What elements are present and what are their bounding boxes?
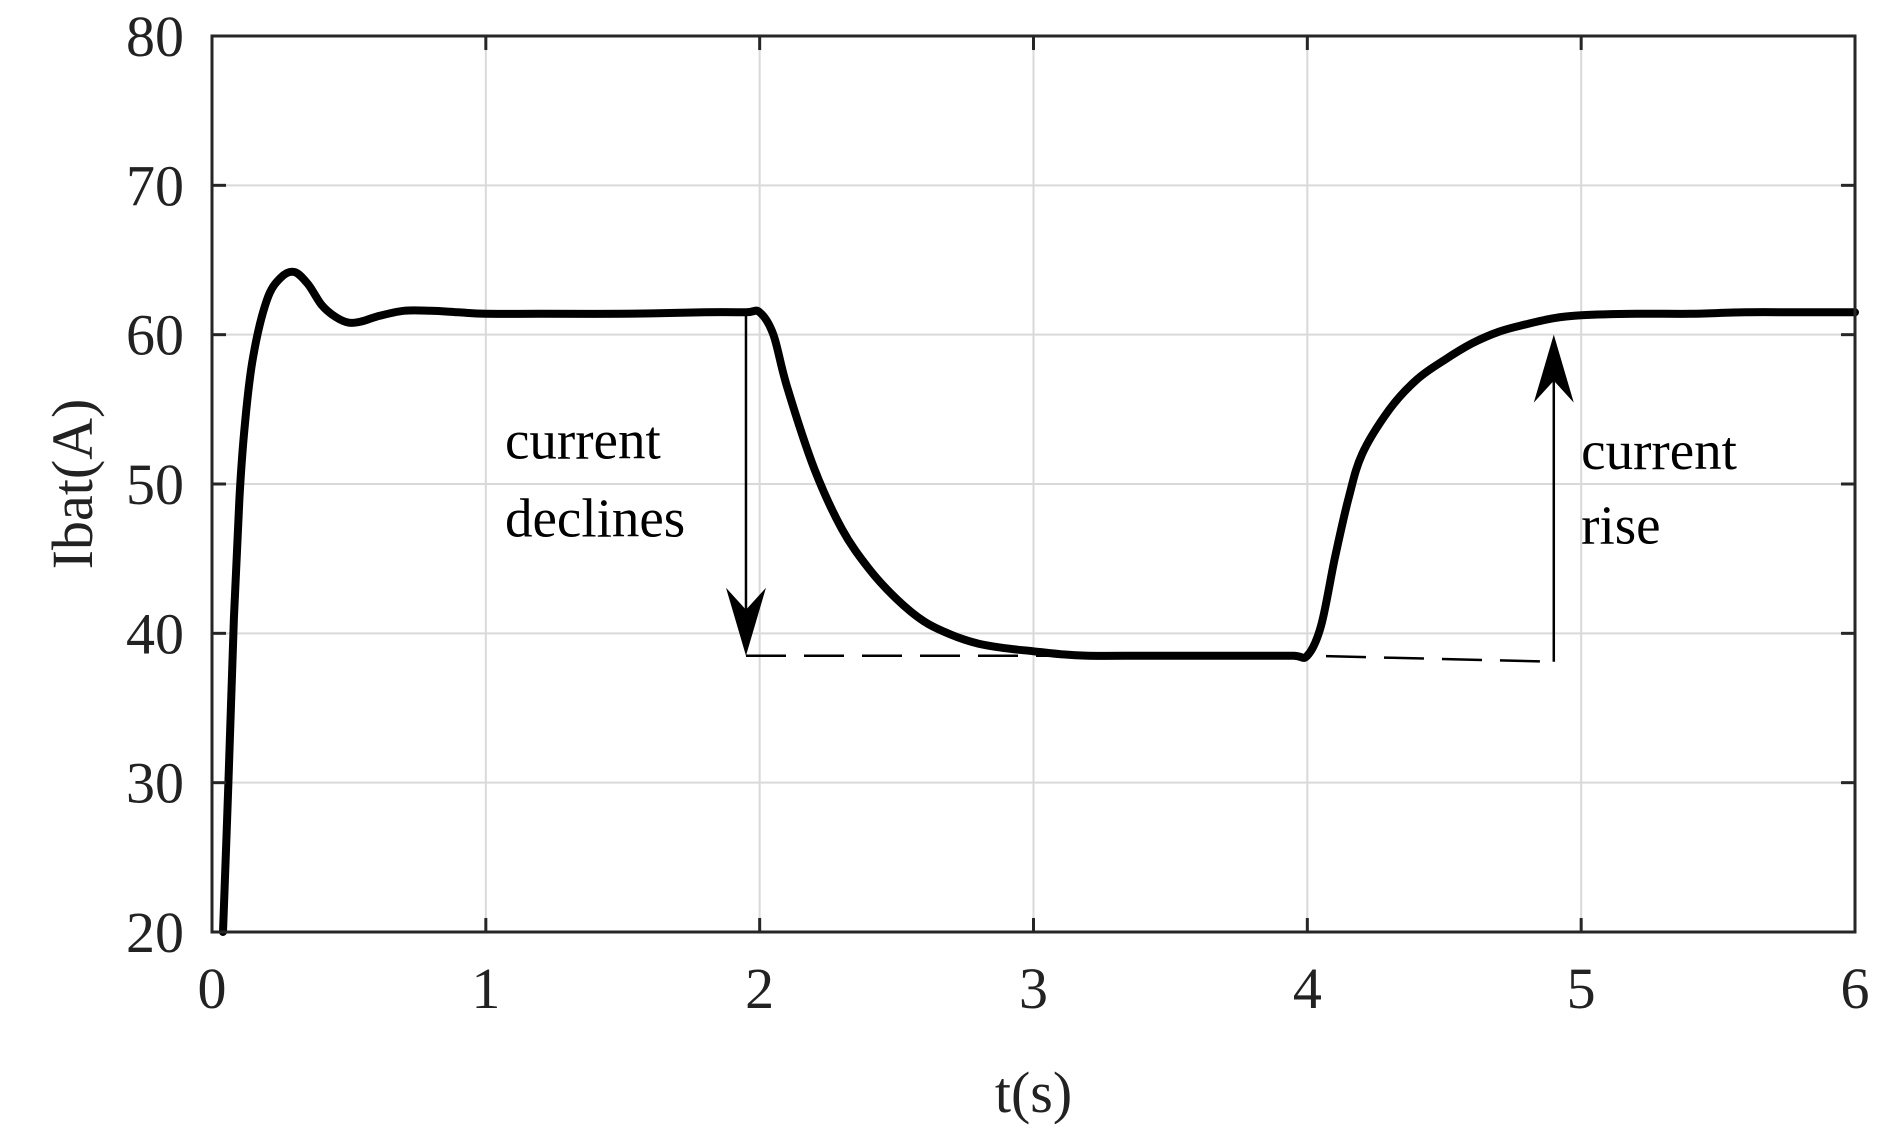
x-tick-label: 1 xyxy=(471,956,500,1021)
x-tick-label: 2 xyxy=(745,956,774,1021)
y-tick-label: 20 xyxy=(126,900,184,965)
x-tick-label: 5 xyxy=(1567,956,1596,1021)
grid-layer xyxy=(212,36,1855,932)
x-axis-label: t(s) xyxy=(995,1060,1072,1125)
y-tick-label: 50 xyxy=(126,452,184,517)
series-layer xyxy=(219,267,1859,936)
annotation-arrowhead-decline xyxy=(725,587,766,656)
y-tick-label: 70 xyxy=(126,153,184,218)
x-tick-label: 6 xyxy=(1841,956,1870,1021)
x-tick-label: 0 xyxy=(198,956,227,1021)
annotation-text-decline: declines xyxy=(505,487,685,548)
annotation-text-rise: rise xyxy=(1581,495,1660,556)
y-tick-label: 80 xyxy=(126,4,184,69)
tick-layer: 0 1 2 3 4 5 6 20 30 40 50 60 70 80 xyxy=(126,4,1870,1021)
y-tick-label: 60 xyxy=(126,303,184,368)
annotation-arrowhead-rise xyxy=(1533,334,1574,403)
y-tick-label: 30 xyxy=(126,751,184,816)
annotation-text-rise: current xyxy=(1581,420,1737,481)
annotation-text-decline: current xyxy=(505,410,661,471)
x-tick-label: 4 xyxy=(1293,956,1322,1021)
y-tick-label: 40 xyxy=(126,601,184,666)
y-axis-label: Ibat(A) xyxy=(40,399,105,570)
annotation-layer: current declines current rise xyxy=(505,312,1737,662)
series-line-ibat xyxy=(219,267,1859,936)
x-tick-label: 3 xyxy=(1019,956,1048,1021)
